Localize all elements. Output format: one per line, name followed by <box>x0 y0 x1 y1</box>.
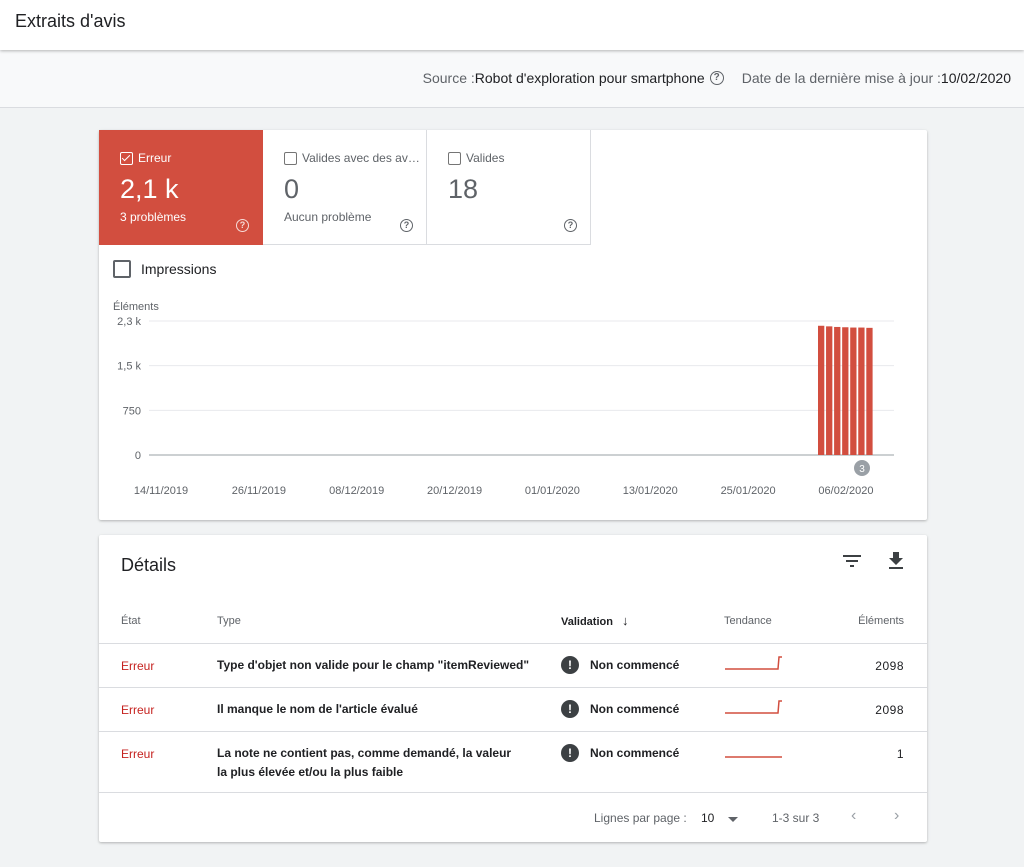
tile-value: 18 <box>448 174 479 204</box>
details-title: Détails <box>121 555 177 575</box>
tile-value: 0 <box>284 174 300 204</box>
page-title: Extraits d'avis <box>15 11 126 31</box>
column-header-validation-label: Validation <box>561 616 613 629</box>
row-validation: ! Non commencé <box>561 655 724 674</box>
help-icon[interactable]: ? <box>236 219 249 232</box>
overview-card: Erreur 2,1 k 3 problèmes ? Valides avec … <box>99 130 927 520</box>
row-state: Erreur <box>99 731 217 793</box>
column-header-state[interactable]: État <box>99 599 217 644</box>
bar <box>850 327 857 455</box>
tile-valid-with-warnings[interactable]: Valides avec des avertissements 0 Aucun … <box>263 130 427 245</box>
column-header-validation[interactable]: Validation ↓ <box>561 599 724 644</box>
top-bar: Extraits d'avis <box>0 0 1024 50</box>
help-icon[interactable]: ? <box>400 219 413 232</box>
tile-error[interactable]: Erreur 2,1 k 3 problèmes ? <box>99 130 263 245</box>
source-info: Source : Robot d'exploration pour smartp… <box>423 70 1011 86</box>
y-tick-label: 0 <box>135 450 141 462</box>
tile-subtext: Aucun problème <box>284 210 372 224</box>
bar <box>842 327 849 455</box>
chevron-right-icon[interactable]: › <box>894 807 900 824</box>
y-tick-label: 1,5 k <box>117 361 141 373</box>
x-tick-label: 25/01/2020 <box>721 485 776 497</box>
status-tiles: Erreur 2,1 k 3 problèmes ? Valides avec … <box>99 130 591 245</box>
column-header-type[interactable]: Type <box>217 599 561 644</box>
column-header-items[interactable]: Éléments <box>827 599 927 644</box>
help-icon[interactable]: ? <box>564 219 577 232</box>
row-items: 2098 <box>827 643 927 688</box>
tile-valid[interactable]: Valides 18 ? <box>427 130 591 245</box>
impressions-toggle[interactable]: Impressions <box>113 260 216 278</box>
row-items: 1 <box>827 731 927 793</box>
download-icon[interactable] <box>884 549 908 573</box>
rows-per-page-select[interactable]: 10 <box>701 811 715 825</box>
tile-label: Valides avec des avertissements <box>302 151 420 165</box>
row-validation-label: Non commencé <box>590 745 680 760</box>
impressions-label: Impressions <box>141 261 217 277</box>
rows-per-page-label: Lignes par page : <box>594 811 687 825</box>
checkbox-checked-icon[interactable] <box>120 152 133 165</box>
y-axis-title: Éléments <box>113 300 159 313</box>
row-validation-label: Non commencé <box>590 657 680 672</box>
row-state: Erreur <box>99 643 217 688</box>
errors-chart: Éléments 2,3 k 1,5 k 750 0 14/11/2019 26/11/20… <box>113 300 894 497</box>
row-validation: ! Non commencé <box>561 699 724 718</box>
row-type: Type d'objet non valide pour le champ "i… <box>217 643 561 688</box>
filter-icon[interactable] <box>840 549 864 573</box>
trend-sparkline <box>725 755 782 758</box>
row-type: La note ne contient pas, comme demandé, … <box>217 731 561 793</box>
bar <box>834 326 841 455</box>
details-card: Détails État Type Validation ↓ Tendance … <box>99 535 927 842</box>
checkbox-icon[interactable] <box>284 152 297 165</box>
x-tick-label: 14/11/2019 <box>134 485 188 497</box>
issues-table: État Type Validation ↓ Tendance Éléments… <box>99 599 927 793</box>
row-validation-label: Non commencé <box>590 701 680 716</box>
bar <box>818 325 825 455</box>
bar <box>866 327 873 455</box>
exclamation-icon: ! <box>561 655 579 674</box>
chevron-left-icon[interactable]: ‹ <box>851 807 857 824</box>
table-row[interactable]: Erreur La note ne contient pas, comme de… <box>99 731 927 793</box>
bar <box>826 326 833 455</box>
source-label: Source : <box>422 70 475 86</box>
row-type: Il manque le nom de l'article évalué <box>217 687 561 732</box>
source-value[interactable]: Robot d'exploration pour smartphone <box>474 70 705 86</box>
y-tick-label: 2,3 k <box>117 316 141 328</box>
exclamation-icon: ! <box>561 743 579 762</box>
tile-label: Erreur <box>138 151 172 165</box>
row-state: Erreur <box>99 687 217 732</box>
tile-label: Valides <box>466 151 505 165</box>
x-tick-label: 13/01/2020 <box>623 485 678 497</box>
dropdown-arrow-icon[interactable] <box>728 817 738 822</box>
x-tick-label: 20/12/2019 <box>427 485 482 497</box>
exclamation-icon: ! <box>561 699 579 718</box>
annotation-label: 3 <box>859 464 865 475</box>
x-tick-label: 06/02/2020 <box>818 485 873 497</box>
table-footer: Lignes par page : 10 1-3 sur 3 ‹ › <box>99 793 927 843</box>
table-row[interactable]: Erreur Il manque le nom de l'article éva… <box>99 687 927 732</box>
x-tick-label: 26/11/2019 <box>232 485 286 497</box>
x-tick-label: 08/12/2019 <box>329 485 384 497</box>
table-row[interactable]: Erreur Type d'objet non valide pour le c… <box>99 643 927 688</box>
y-tick-label: 750 <box>123 405 141 417</box>
checkbox-icon[interactable] <box>448 152 461 165</box>
date-label: Date de la dernière mise à jour : <box>741 70 941 86</box>
date-value: 10/02/2020 <box>940 70 1011 86</box>
row-validation: ! Non commencé <box>561 743 724 762</box>
info-bar: Source : Robot d'exploration pour smartp… <box>0 50 1024 108</box>
trend-sparkline <box>725 699 782 714</box>
tile-subtext: 3 problèmes <box>120 210 187 224</box>
annotation-marker <box>854 460 870 476</box>
pagination-range: 1-3 sur 3 <box>772 811 820 825</box>
help-icon[interactable]: ? <box>709 71 724 85</box>
checkbox-icon[interactable] <box>113 260 131 278</box>
trend-sparkline <box>725 655 782 670</box>
row-items: 2098 <box>827 687 927 732</box>
bar <box>858 327 865 455</box>
arrow-down-icon: ↓ <box>622 613 629 629</box>
tile-value: 2,1 k <box>120 174 179 204</box>
column-header-trend[interactable]: Tendance <box>724 599 827 644</box>
x-tick-label: 01/01/2020 <box>525 485 580 497</box>
